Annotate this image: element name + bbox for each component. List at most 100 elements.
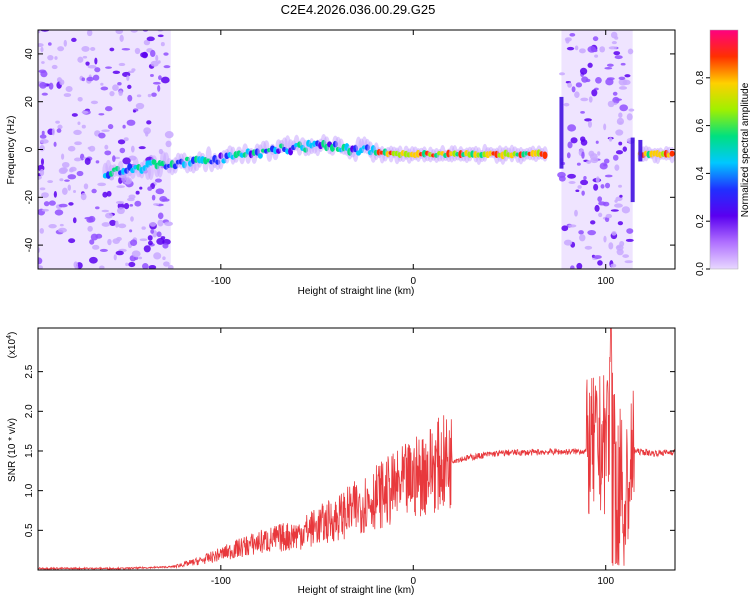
- noise-blob: [608, 242, 614, 250]
- noise-blob: [67, 184, 72, 191]
- noise-blob: [608, 137, 613, 142]
- noise-blob: [91, 188, 97, 194]
- noise-blob: [163, 65, 171, 69]
- noise-blob: [139, 238, 148, 242]
- noise-blob: [71, 37, 77, 43]
- noise-blob: [89, 239, 95, 245]
- noise-blob: [90, 100, 99, 105]
- noise-blob: [603, 235, 607, 243]
- noise-blob: [143, 127, 151, 135]
- noise-blob: [595, 140, 599, 144]
- noise-blob: [593, 183, 599, 191]
- noise-blob: [115, 30, 124, 34]
- noise-blob: [61, 161, 70, 168]
- noise-blob: [579, 67, 588, 75]
- noise-blob: [167, 264, 174, 269]
- noise-blob: [109, 90, 115, 97]
- noise-blob: [95, 206, 100, 210]
- noise-blob: [128, 261, 136, 268]
- noise-blob: [565, 38, 570, 44]
- noise-blob: [104, 144, 109, 150]
- heatmap-axes: -100 0 100 40 20 0 -20 -40: [24, 30, 675, 287]
- noise-blob: [130, 239, 138, 246]
- noise-blob: [118, 62, 126, 67]
- ridge-core: [257, 153, 263, 159]
- snr-line: [38, 328, 675, 570]
- y-tick-label: 20: [24, 96, 35, 108]
- noise-blob: [616, 248, 624, 256]
- colorbar-border: [709, 29, 739, 270]
- noise-blob: [126, 75, 130, 81]
- noise-blob: [38, 265, 43, 269]
- noise-blob: [587, 229, 597, 236]
- noise-blob: [136, 94, 142, 98]
- noise-blob: [162, 256, 166, 261]
- chart-title: C2E4.2026.036.00.29.G25: [281, 2, 436, 17]
- noise-blob: [618, 184, 623, 188]
- noise-blob: [604, 182, 611, 189]
- y-tick-label: 1.5: [24, 444, 35, 458]
- noise-blob: [127, 197, 135, 202]
- noise-blob: [64, 179, 70, 182]
- noise-blob: [604, 67, 613, 70]
- noise-blob: [116, 207, 125, 215]
- noise-blob: [130, 145, 135, 153]
- noise-blob: [125, 262, 129, 267]
- noise-blob: [54, 56, 58, 60]
- noise-blob: [570, 137, 578, 144]
- noise-blob: [73, 190, 77, 194]
- noise-blob: [38, 175, 42, 180]
- noise-blob: [131, 68, 136, 72]
- noise-blob: [112, 238, 120, 245]
- noise-blob: [577, 185, 582, 189]
- noise-blob: [603, 163, 608, 167]
- edge-streak: [630, 137, 635, 203]
- noise-blob: [570, 265, 575, 269]
- noise-blob: [611, 231, 617, 236]
- heatmap-data: [38, 30, 675, 269]
- noise-blob: [51, 128, 55, 136]
- noise-blob: [107, 238, 112, 246]
- noise-blob: [618, 112, 623, 118]
- y-tick-label: -40: [24, 237, 35, 252]
- noise-blob: [61, 187, 68, 195]
- noise-blob: [61, 153, 65, 160]
- noise-blob: [611, 40, 617, 45]
- colorbar: 0.0 0.2 0.4 0.6 0.8 Normalized spectral ampl…: [695, 29, 750, 276]
- noise-blob: [581, 151, 585, 159]
- noise-blob: [157, 34, 164, 38]
- noise-blob: [53, 190, 57, 198]
- noise-blob: [606, 63, 614, 67]
- noise-blob: [100, 86, 109, 91]
- noise-blob: [599, 46, 606, 53]
- noise-blob: [595, 76, 602, 84]
- noise-blob: [92, 244, 100, 250]
- noise-blob: [563, 102, 570, 107]
- noise-blob: [51, 64, 58, 70]
- noise-blob: [41, 92, 48, 96]
- noise-blob: [148, 265, 157, 269]
- noise-blob: [38, 43, 44, 48]
- noise-blob: [567, 82, 573, 88]
- noise-blob: [151, 92, 157, 97]
- noise-blob: [614, 203, 623, 208]
- noise-blob: [63, 93, 72, 98]
- noise-blob: [48, 223, 57, 229]
- noise-blob: [59, 79, 65, 86]
- noise-blob: [119, 34, 124, 42]
- noise-blob: [119, 147, 126, 154]
- noise-blob: [139, 186, 143, 190]
- noise-blob: [585, 78, 591, 83]
- noise-blob: [561, 225, 569, 232]
- noise-blob: [157, 219, 164, 227]
- noise-blob: [574, 209, 578, 217]
- noise-blob: [122, 157, 131, 165]
- noise-blob: [618, 86, 628, 90]
- ridge-core: [151, 159, 157, 165]
- colorbar-tick-label: 0.4: [695, 166, 706, 180]
- noise-blob: [101, 222, 111, 227]
- noise-blob: [97, 182, 107, 187]
- x-tick-label: 0: [410, 276, 416, 287]
- noise-blob: [591, 89, 598, 97]
- noise-blob: [54, 209, 64, 216]
